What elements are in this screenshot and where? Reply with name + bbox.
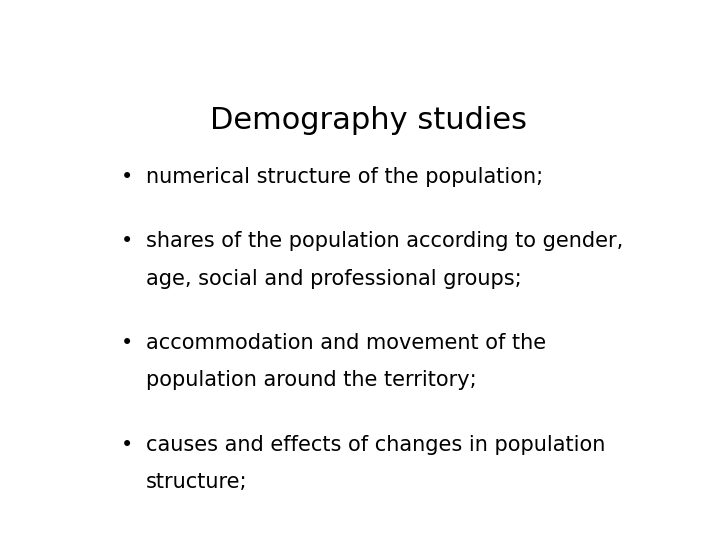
Text: •: • bbox=[121, 231, 133, 251]
Text: numerical structure of the population;: numerical structure of the population; bbox=[145, 167, 543, 187]
Text: causes and effects of changes in population: causes and effects of changes in populat… bbox=[145, 435, 606, 455]
Text: shares of the population according to gender,: shares of the population according to ge… bbox=[145, 231, 623, 251]
Text: Demography studies: Demography studies bbox=[210, 106, 528, 136]
Text: •: • bbox=[121, 435, 133, 455]
Text: accommodation and movement of the: accommodation and movement of the bbox=[145, 333, 546, 353]
Text: population around the territory;: population around the territory; bbox=[145, 370, 477, 390]
Text: structure;: structure; bbox=[145, 472, 247, 492]
Text: •: • bbox=[121, 167, 133, 187]
Text: age, social and professional groups;: age, social and professional groups; bbox=[145, 268, 521, 288]
Text: •: • bbox=[121, 333, 133, 353]
